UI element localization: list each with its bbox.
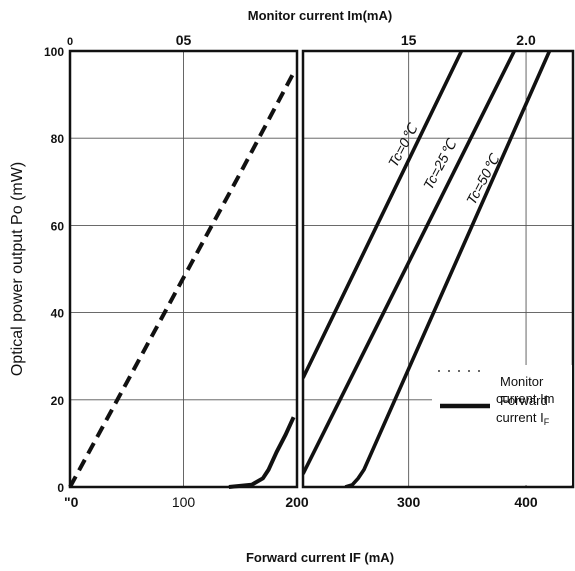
y-tick-label: 20 bbox=[51, 394, 65, 408]
y-tick-label: 60 bbox=[51, 219, 65, 233]
top-tick-label: 05 bbox=[176, 32, 192, 48]
right-series-group bbox=[303, 51, 552, 487]
right-series-0 bbox=[303, 51, 464, 379]
legend-monitor-label-2: current Im bbox=[496, 391, 555, 406]
top-tick-label: 0 bbox=[67, 36, 73, 48]
bottom-tick-label: 100 bbox=[172, 494, 196, 510]
legend-forward-label-2: current IF bbox=[496, 410, 550, 427]
legend: Monitor current Im Forward current IF bbox=[432, 365, 572, 485]
y-tick-label: 100 bbox=[44, 45, 64, 59]
top-tick-label: 15 bbox=[401, 32, 417, 48]
y-tick-label: 80 bbox=[51, 132, 65, 146]
legend-monitor-label-1: Monitor bbox=[500, 374, 544, 389]
bottom-tick-label: "0 bbox=[64, 494, 79, 510]
legend-forward-label-1: Forward bbox=[500, 393, 548, 408]
y-tick-label: 0 bbox=[57, 481, 64, 495]
top-tick-label: 2.0 bbox=[516, 32, 536, 48]
bottom-tick-label: 200 bbox=[285, 494, 309, 510]
left-panel-frame bbox=[68, 49, 299, 489]
y-tick-label: 40 bbox=[51, 307, 65, 321]
bottom-tick-label: 300 bbox=[397, 494, 421, 510]
tick-labels: 0 20 40 60 80 100 "0 100 200 300 400 0 05 15 2.0 bbox=[44, 32, 538, 510]
legend-forward-label-sub: F bbox=[544, 417, 550, 427]
right-panel-frame bbox=[301, 49, 575, 489]
bottom-tick-label: 400 bbox=[514, 494, 538, 510]
left-series-1 bbox=[228, 416, 296, 489]
legend-forward-label-main: current I bbox=[496, 410, 544, 425]
bottom-axis-title: Forward current IF (mA) bbox=[246, 550, 394, 565]
top-axis-title: Monitor current Im(mA) bbox=[248, 8, 392, 23]
curves bbox=[68, 51, 552, 489]
left-series-0 bbox=[68, 71, 296, 488]
y-axis-title: Optical power output Po (mW) bbox=[9, 162, 26, 376]
grid-lines bbox=[70, 51, 573, 487]
right-series-2 bbox=[344, 51, 552, 487]
right-series-1 bbox=[303, 51, 516, 475]
series-label-tc25: Tc=25℃ bbox=[420, 135, 460, 192]
